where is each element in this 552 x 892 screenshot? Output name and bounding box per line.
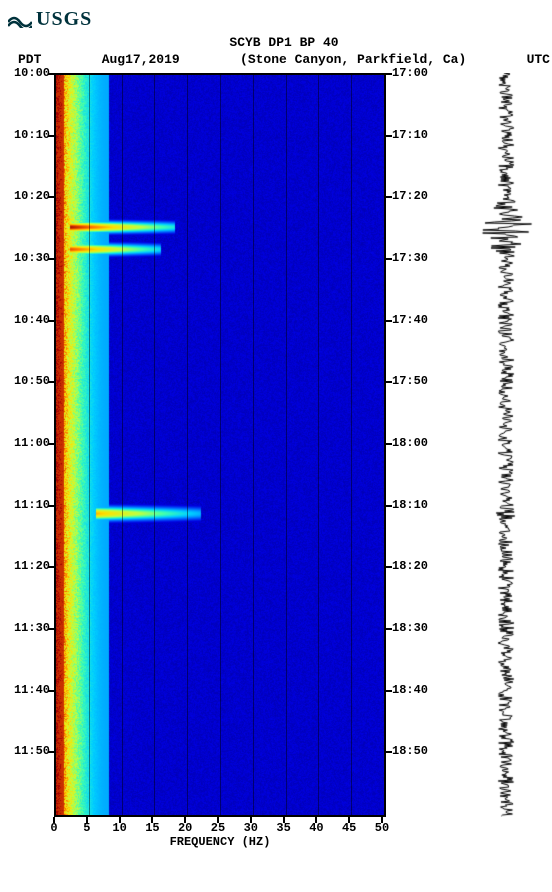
- y-left-tick-label: 11:50: [14, 744, 50, 758]
- x-tick-label: 10: [112, 821, 126, 835]
- y-right-tick-label: 17:40: [392, 313, 428, 327]
- y-right-tick-label: 17:00: [392, 66, 428, 80]
- chart-title-line2: PDT Aug17,2019 (Stone Canyon, Parkfield,…: [8, 52, 552, 67]
- x-tick-label: 50: [375, 821, 389, 835]
- x-tick-label: 0: [50, 821, 57, 835]
- x-tick-label: 35: [276, 821, 290, 835]
- waveform-canvas: [468, 73, 544, 817]
- spectrogram-container: [54, 73, 386, 817]
- x-tick-label: 30: [244, 821, 258, 835]
- y-right-tick-label: 18:20: [392, 559, 428, 573]
- y-left-tick-label: 10:10: [14, 128, 50, 142]
- y-left-tick-label: 11:20: [14, 559, 50, 573]
- y-right-tick-label: 17:10: [392, 128, 428, 142]
- x-tick-label: 40: [309, 821, 323, 835]
- y-left-tick-label: 11:40: [14, 683, 50, 697]
- y-right-tick-label: 18:40: [392, 683, 428, 697]
- y-right-tick-label: 17:30: [392, 251, 428, 265]
- x-tick-label: 5: [83, 821, 90, 835]
- y-left-tick-label: 10:50: [14, 374, 50, 388]
- y-left-tick-label: 11:00: [14, 436, 50, 450]
- y-right-tick-label: 18:30: [392, 621, 428, 635]
- y-right-tick-label: 17:20: [392, 189, 428, 203]
- x-axis-label: FREQUENCY (HZ): [54, 835, 386, 849]
- y-right-tick-label: 18:00: [392, 436, 428, 450]
- y-left-tick-label: 10:00: [14, 66, 50, 80]
- y-right-tick-label: 17:50: [392, 374, 428, 388]
- left-timezone: PDT: [18, 52, 41, 67]
- y-left-tick-label: 11:10: [14, 498, 50, 512]
- x-tick-label: 20: [178, 821, 192, 835]
- y-left-tick-label: 11:30: [14, 621, 50, 635]
- y-left-tick-label: 10:40: [14, 313, 50, 327]
- header-date: Aug17,2019: [102, 52, 180, 67]
- right-timezone: UTC: [527, 52, 550, 67]
- usgs-wave-icon: [8, 12, 32, 28]
- y-axis-right-ticks: 17:0017:1017:2017:3017:4017:5018:0018:10…: [388, 73, 448, 813]
- header-site: (Stone Canyon, Parkfield, Ca): [240, 52, 466, 67]
- x-tick-label: 45: [342, 821, 356, 835]
- y-left-tick-label: 10:20: [14, 189, 50, 203]
- usgs-logo-text: USGS: [36, 8, 92, 31]
- y-right-tick-label: 18:50: [392, 744, 428, 758]
- y-left-tick-label: 10:30: [14, 251, 50, 265]
- y-right-tick-label: 18:10: [392, 498, 428, 512]
- chart-title-line1: SCYB DP1 BP 40: [8, 35, 552, 52]
- x-tick-label: 25: [211, 821, 225, 835]
- x-tick-label: 15: [145, 821, 159, 835]
- usgs-logo: USGS: [8, 8, 552, 31]
- plot-area: 10:0010:1010:2010:3010:4010:5011:0011:10…: [8, 73, 544, 843]
